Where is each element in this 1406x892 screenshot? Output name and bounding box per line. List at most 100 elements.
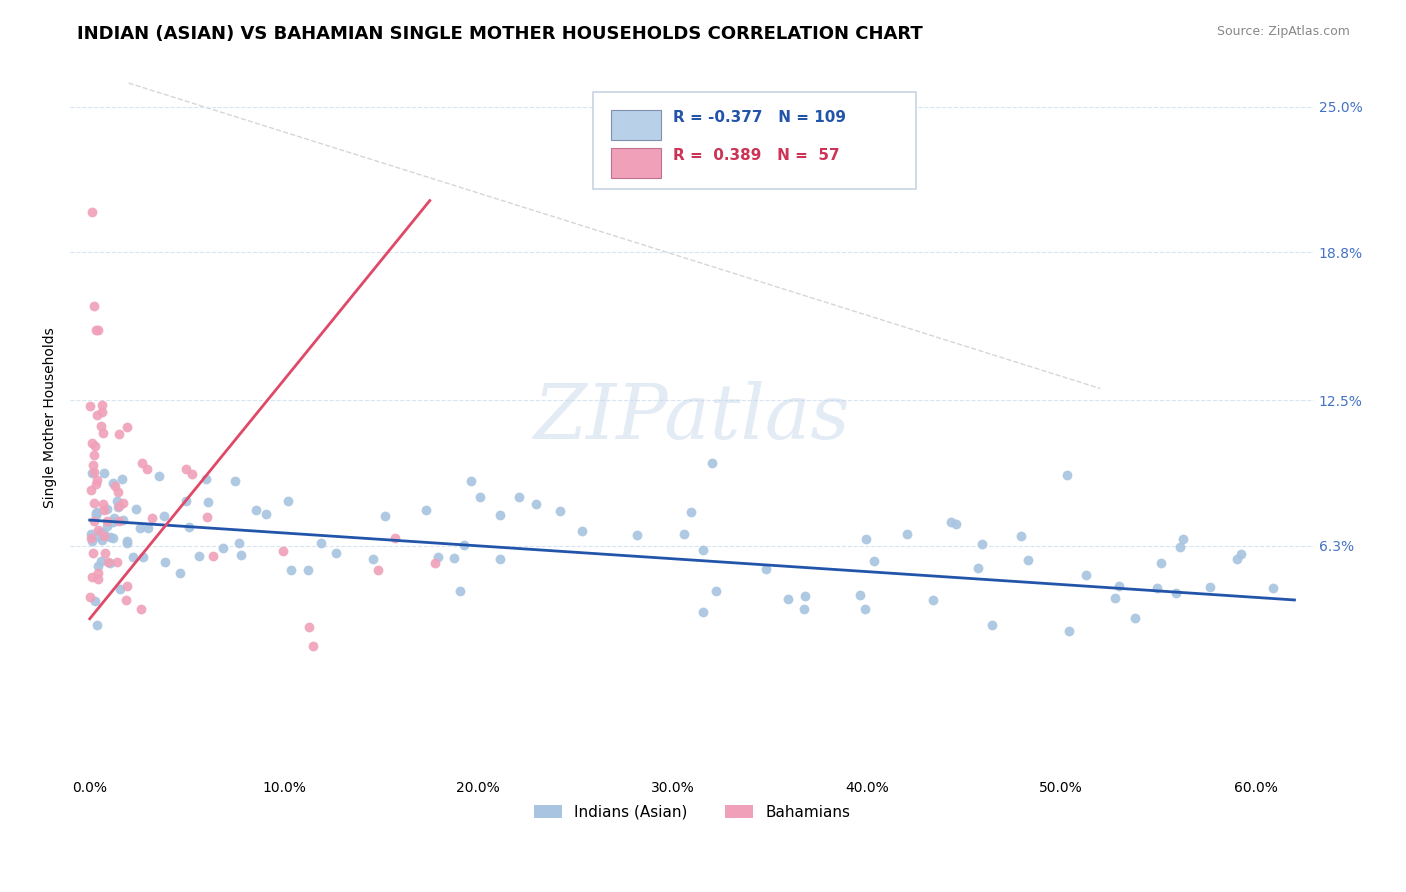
Text: R =  0.389   N =  57: R = 0.389 N = 57: [673, 148, 839, 162]
Point: [692, 542, 714, 557]
Point: [96, 514, 118, 528]
Point: [83, 448, 105, 462]
Point: [84, 477, 107, 491]
Point: [1076, 568, 1098, 582]
Point: [112, 496, 135, 510]
Point: [80, 205, 103, 219]
Point: [129, 521, 152, 535]
Point: [93, 529, 115, 543]
Point: [1168, 541, 1191, 555]
Point: [427, 550, 450, 565]
Point: [80, 534, 103, 549]
Point: [83, 515, 105, 529]
Point: [945, 517, 967, 532]
Point: [972, 537, 994, 551]
Point: [228, 535, 250, 549]
Point: [1198, 580, 1220, 594]
Point: [105, 494, 128, 508]
Point: [135, 462, 157, 476]
Point: [179, 520, 201, 534]
Point: [117, 420, 139, 434]
Point: [415, 503, 437, 517]
Point: [90, 533, 112, 548]
Point: [863, 554, 886, 568]
Point: [849, 588, 872, 602]
Point: [79, 527, 101, 541]
Point: [110, 582, 132, 597]
Point: [755, 562, 778, 576]
Point: [83, 439, 105, 453]
Point: [245, 503, 267, 517]
Point: [84, 594, 107, 608]
Legend: Indians (Asian), Bahamians: Indians (Asian), Bahamians: [529, 798, 856, 826]
Point: [79, 591, 101, 605]
Point: [91, 497, 114, 511]
Point: [86, 505, 108, 519]
Point: [793, 589, 815, 603]
Point: [82, 570, 104, 584]
Point: [468, 490, 491, 504]
Point: [82, 546, 104, 560]
Point: [80, 435, 103, 450]
Point: [125, 502, 148, 516]
Point: [855, 533, 877, 547]
Point: [367, 563, 389, 577]
Point: [90, 398, 112, 412]
Point: [571, 524, 593, 538]
Point: [138, 521, 160, 535]
Point: [117, 533, 139, 548]
Point: [1104, 591, 1126, 605]
Point: [176, 494, 198, 508]
Point: [679, 505, 702, 519]
Text: ZIPatlas: ZIPatlas: [534, 381, 851, 455]
Point: [231, 548, 253, 562]
Point: [86, 408, 108, 422]
Point: [941, 515, 963, 529]
Point: [104, 479, 127, 493]
Point: [107, 499, 129, 513]
Point: [194, 472, 217, 486]
Text: R = -0.377   N = 109: R = -0.377 N = 109: [673, 110, 846, 125]
Point: [1150, 556, 1173, 570]
Point: [374, 509, 396, 524]
Point: [83, 466, 105, 480]
Point: [121, 550, 143, 565]
Point: [103, 511, 125, 525]
Point: [83, 496, 105, 510]
Point: [443, 551, 465, 566]
Point: [93, 503, 115, 517]
Point: [201, 549, 224, 564]
Point: [280, 563, 302, 577]
Point: [548, 504, 571, 518]
Point: [101, 515, 124, 529]
Point: [460, 475, 482, 489]
FancyBboxPatch shape: [612, 110, 661, 140]
Point: [93, 466, 115, 480]
Point: [1166, 586, 1188, 600]
Point: [702, 456, 724, 470]
Point: [1057, 624, 1080, 638]
Point: [423, 556, 446, 570]
Point: [1010, 529, 1032, 543]
Point: [87, 572, 110, 586]
Point: [896, 527, 918, 541]
Point: [195, 509, 218, 524]
Point: [94, 547, 117, 561]
FancyBboxPatch shape: [612, 148, 661, 178]
Point: [90, 554, 112, 568]
Point: [277, 494, 299, 508]
Point: [91, 405, 114, 419]
Point: [87, 529, 110, 543]
Point: [508, 490, 530, 504]
Point: [384, 531, 406, 545]
Point: [90, 418, 112, 433]
Point: [98, 556, 121, 570]
Point: [111, 472, 134, 486]
Point: [101, 531, 124, 545]
Point: [107, 485, 129, 500]
Point: [79, 399, 101, 413]
Point: [148, 468, 170, 483]
Point: [980, 618, 1002, 632]
Point: [107, 500, 129, 515]
Point: [96, 519, 118, 533]
